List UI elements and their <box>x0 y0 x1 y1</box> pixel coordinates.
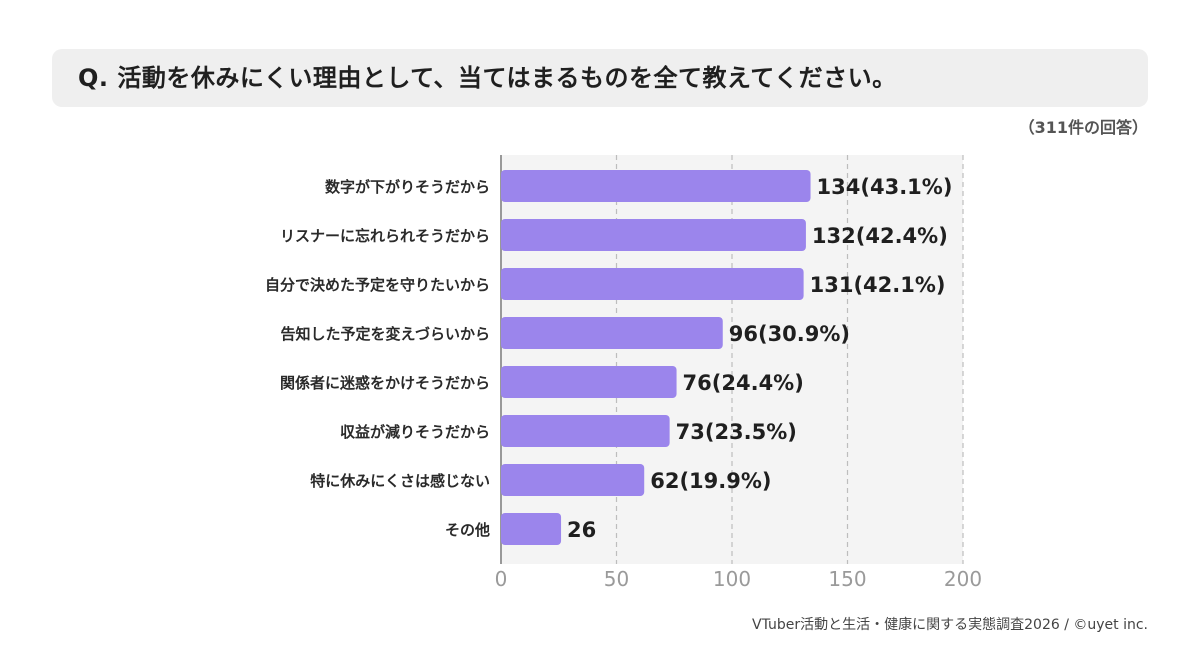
bar <box>501 317 723 349</box>
category-label: 特に休みにくさは感じない <box>310 472 490 490</box>
bar <box>501 268 804 300</box>
data-label: 132(42.4%) <box>812 224 948 248</box>
x-tick-label: 50 <box>604 567 629 591</box>
bar <box>501 415 670 447</box>
data-label: 96(30.9%) <box>729 322 850 346</box>
category-label: 収益が減りそうだから <box>340 423 490 441</box>
response-count: （311件の回答） <box>1018 118 1148 137</box>
bar <box>501 513 562 545</box>
data-label: 76(24.4%) <box>683 371 804 395</box>
x-tick-label: 100 <box>713 567 751 591</box>
plot-area <box>501 155 963 564</box>
data-label: 26 <box>567 518 596 542</box>
x-tick-label: 0 <box>495 567 508 591</box>
bar <box>501 170 811 202</box>
category-label: その他 <box>445 521 490 539</box>
category-label: 自分で決めた予定を守りたいから <box>265 276 490 294</box>
question-banner: Q. 活動を休みにくい理由として、当てはまるものを全て教えてください。 <box>52 49 1148 107</box>
bar <box>501 464 645 496</box>
source-credit: VTuber活動と生活・健康に関する実態調査2026 / ©uyet inc. <box>752 617 1148 633</box>
question-title: Q. 活動を休みにくい理由として、当てはまるものを全て教えてください。 <box>78 64 897 92</box>
data-label: 62(19.9%) <box>650 469 771 493</box>
data-label: 134(43.1%) <box>817 175 953 199</box>
category-label: 関係者に迷惑をかけそうだから <box>280 374 490 392</box>
bar <box>501 366 677 398</box>
data-label: 131(42.1%) <box>810 273 946 297</box>
bar-chart: 0 50 100 150 200 数字が下がりそうだから 134(43.1%) リスナーに忘れ… <box>265 155 982 591</box>
x-tick-label: 200 <box>944 567 982 591</box>
category-label: リスナーに忘れられそうだから <box>280 227 490 245</box>
bar <box>501 219 806 251</box>
category-label: 告知した予定を変えづらいから <box>280 325 490 343</box>
x-tick-label: 150 <box>828 567 866 591</box>
category-label: 数字が下がりそうだから <box>325 178 490 196</box>
data-label: 73(23.5%) <box>676 420 797 444</box>
